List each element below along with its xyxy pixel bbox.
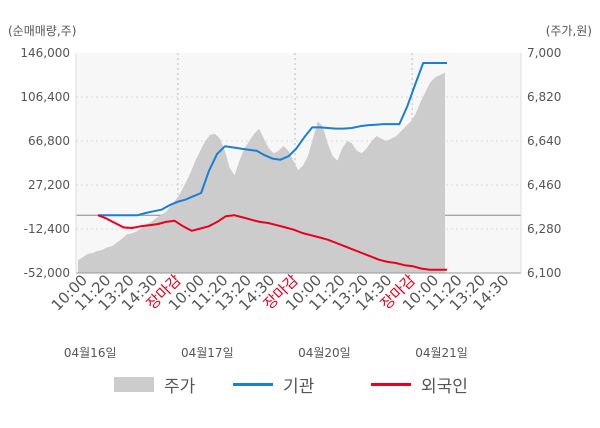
legend-swatch-institution <box>233 383 273 386</box>
date-label: 04월20일 <box>298 346 351 360</box>
right-tick-label: 6,100 <box>527 266 561 280</box>
legend-item-price: 주가 <box>114 372 195 397</box>
legend-swatch-foreign <box>371 383 411 386</box>
legend-item-foreign: 외국인 <box>371 372 468 397</box>
right-tick-label: 6,460 <box>527 178 561 192</box>
left-axis-unit: (순매매량,주) <box>8 24 76 38</box>
right-axis-unit: (주가,원) <box>546 24 592 38</box>
legend-swatch-price <box>114 377 154 392</box>
left-tick-label: 66,800 <box>28 134 70 148</box>
series-lines-layer <box>97 62 447 271</box>
left-tick-label: -12,400 <box>24 222 70 236</box>
right-tick-label: 6,640 <box>527 134 561 148</box>
right-tick-label: 7,000 <box>527 46 561 60</box>
date-label: 04월21일 <box>415 346 468 360</box>
legend-item-institution: 기관 <box>233 372 314 397</box>
legend: 주가 기관 외국인 <box>0 372 600 400</box>
series-foreign-line <box>97 214 447 271</box>
series-price-area <box>78 72 445 273</box>
date-label: 04월16일 <box>64 346 117 360</box>
legend-label-foreign: 외국인 <box>421 377 468 397</box>
legend-label-institution: 기관 <box>283 377 315 397</box>
series-institution-line <box>98 62 447 217</box>
left-tick-label: 146,000 <box>20 46 70 60</box>
axes: 146,000 106,400 66,800 27,200 -12,400 -52,000… <box>20 46 561 360</box>
legend-label-price: 주가 <box>164 377 196 397</box>
left-tick-label: -52,000 <box>24 266 70 280</box>
date-label: 04월17일 <box>181 346 234 360</box>
right-tick-label: 6,820 <box>527 90 561 104</box>
price-area-layer <box>78 72 445 273</box>
left-tick-label: 106,400 <box>20 90 70 104</box>
right-tick-label: 6,280 <box>527 222 561 236</box>
left-tick-label: 27,200 <box>28 178 70 192</box>
